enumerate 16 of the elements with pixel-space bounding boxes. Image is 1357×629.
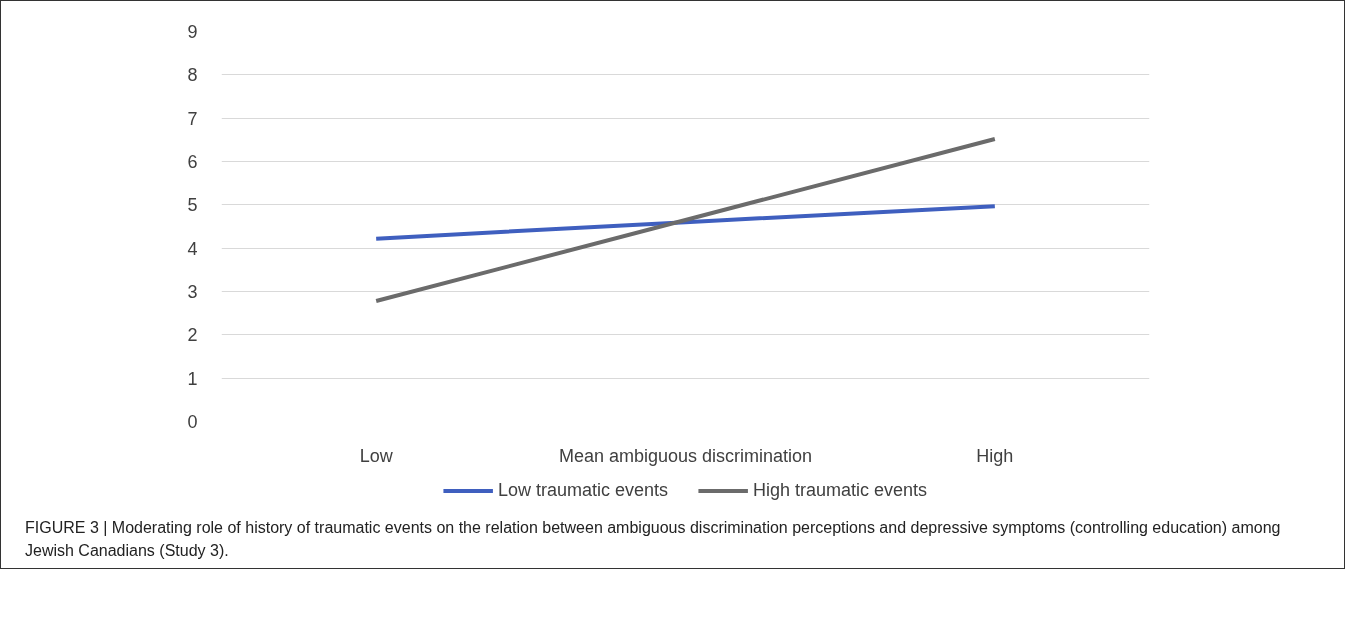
y-tick-label: 2 [187, 325, 198, 346]
y-tick-label: 4 [187, 238, 198, 259]
y-tick-label: 7 [187, 108, 198, 129]
y-tick-label: 1 [187, 368, 198, 389]
caption: FIGURE 3 | Moderating role of history of traumatic events on the relation between ambiguous discrimination perceptions and depressive symptoms (controlling education) among Jewish Canadians (Study 3). [25, 518, 1282, 561]
y-tick-label: 3 [187, 282, 198, 302]
y-tick-label: 0 [187, 412, 198, 432]
x-tick-label: Low [359, 445, 394, 466]
x-tick-label: High [976, 445, 1014, 466]
x-tick-label: Mean ambiguous discrimination [558, 445, 813, 466]
legend-label: Low traumatic events [497, 479, 668, 501]
y-tick-label: 6 [187, 152, 198, 172]
y-tick-label: 8 [187, 65, 198, 86]
y-tick-label: 9 [187, 22, 198, 42]
legend-label: High traumatic events [753, 479, 928, 501]
y-tick-label: 5 [187, 195, 198, 216]
